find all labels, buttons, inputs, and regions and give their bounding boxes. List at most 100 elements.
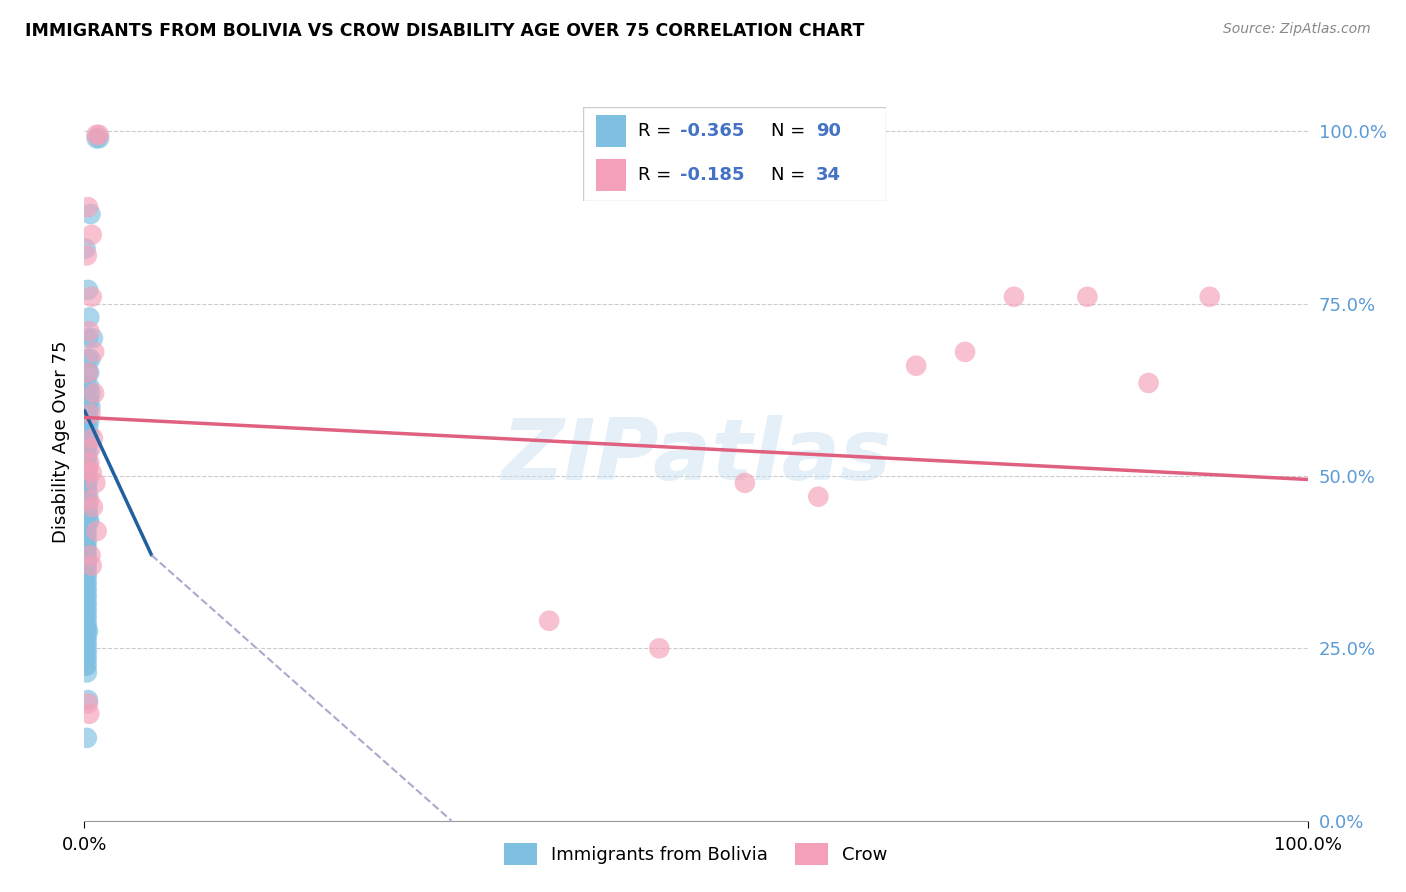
Point <box>77 507 100 521</box>
Text: N =: N = <box>770 122 811 140</box>
Point <box>807 490 830 504</box>
Point <box>75 597 97 611</box>
Point <box>75 507 97 521</box>
Point <box>76 466 98 480</box>
Point <box>77 434 100 449</box>
Point <box>76 617 98 632</box>
Point <box>76 493 98 508</box>
Point <box>83 386 105 401</box>
Point <box>77 493 100 508</box>
Point <box>75 458 97 473</box>
Point <box>76 379 98 393</box>
Point <box>75 541 97 556</box>
Point <box>75 603 97 617</box>
Point <box>538 614 561 628</box>
Point <box>76 731 98 745</box>
Point <box>76 603 98 617</box>
Point <box>76 438 98 452</box>
Point <box>76 590 98 604</box>
Y-axis label: Disability Age Over 75: Disability Age Over 75 <box>52 340 70 543</box>
Point <box>79 407 101 421</box>
Point <box>75 479 97 493</box>
Point <box>86 128 108 142</box>
Point <box>76 631 98 645</box>
Point <box>75 427 97 442</box>
Point <box>76 658 98 673</box>
Point <box>77 462 100 476</box>
Point <box>75 400 97 414</box>
Point <box>76 527 98 541</box>
Point <box>75 514 97 528</box>
Point <box>83 345 105 359</box>
Point <box>82 500 104 514</box>
Point <box>77 379 100 393</box>
Point <box>77 324 100 338</box>
Point <box>905 359 928 373</box>
Point <box>86 131 108 145</box>
Point <box>76 624 98 639</box>
Point <box>77 310 100 325</box>
Point <box>76 534 98 549</box>
Point <box>77 366 100 380</box>
Point <box>76 479 98 493</box>
Point <box>75 438 97 452</box>
Point <box>75 645 97 659</box>
Point <box>84 475 107 490</box>
Point <box>75 548 97 563</box>
Point <box>75 631 97 645</box>
Point <box>77 427 100 442</box>
Text: 34: 34 <box>817 166 841 184</box>
Point <box>77 414 100 428</box>
Point <box>75 421 97 435</box>
Point <box>76 575 98 590</box>
Point <box>75 493 97 508</box>
Point <box>77 693 100 707</box>
Point <box>75 414 97 428</box>
Point <box>77 366 100 380</box>
Point <box>77 283 100 297</box>
Point <box>76 569 98 583</box>
Point <box>82 331 104 345</box>
Point <box>76 597 98 611</box>
Point <box>77 455 100 469</box>
Point <box>77 473 100 487</box>
Point <box>75 575 97 590</box>
Point <box>75 445 97 459</box>
Text: N =: N = <box>770 166 811 184</box>
Text: R =: R = <box>638 166 676 184</box>
Point <box>75 569 97 583</box>
Point <box>75 624 97 639</box>
Point <box>75 242 97 256</box>
Point <box>75 451 97 466</box>
Text: -0.185: -0.185 <box>681 166 745 184</box>
Point <box>77 697 100 711</box>
Point <box>75 651 97 665</box>
Point <box>75 407 97 421</box>
Text: R =: R = <box>638 122 676 140</box>
Point <box>77 514 100 528</box>
Point <box>75 473 97 487</box>
Point <box>75 590 97 604</box>
Point <box>76 665 98 680</box>
Point <box>79 207 101 221</box>
Point <box>77 421 100 435</box>
Text: ZIPatlas: ZIPatlas <box>501 415 891 499</box>
Point <box>80 290 103 304</box>
Point <box>77 486 100 500</box>
Point <box>77 624 100 639</box>
Point <box>648 641 671 656</box>
Point <box>76 562 98 576</box>
Point <box>734 475 756 490</box>
Point <box>75 617 97 632</box>
Point <box>75 582 97 597</box>
Point <box>75 521 97 535</box>
Point <box>75 534 97 549</box>
Point <box>1076 290 1098 304</box>
Point <box>76 451 98 466</box>
Point <box>75 486 97 500</box>
Point <box>79 548 101 563</box>
Point <box>76 548 98 563</box>
Point <box>76 414 98 428</box>
Point <box>76 651 98 665</box>
Point <box>80 227 103 242</box>
